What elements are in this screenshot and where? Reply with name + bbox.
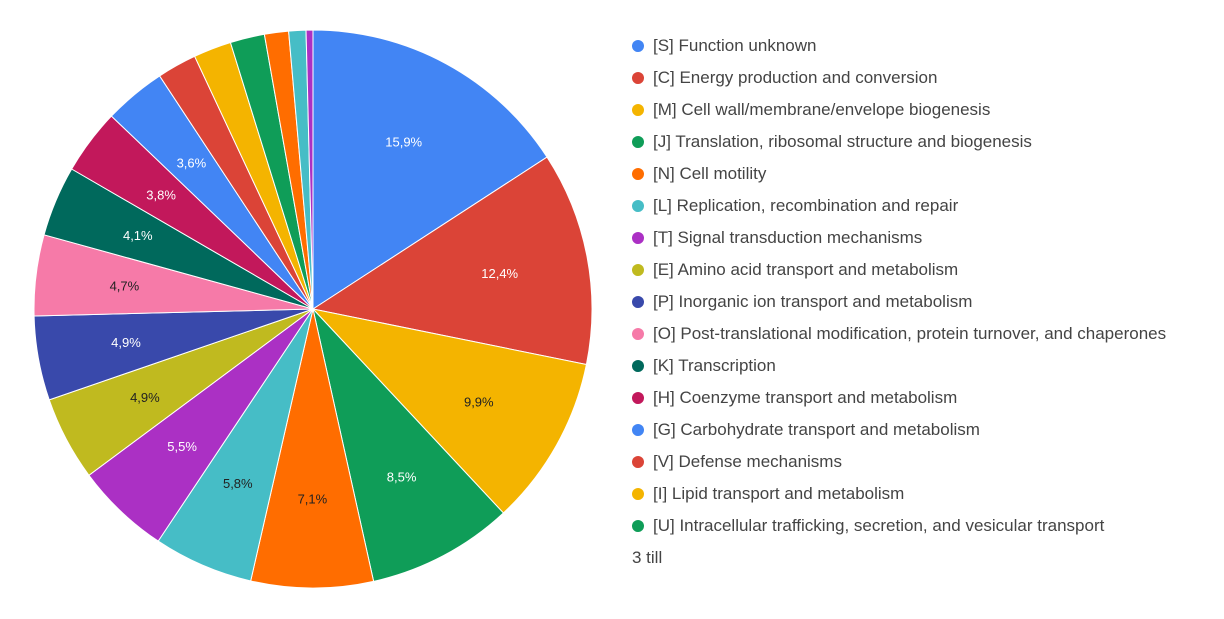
- slice-value-label-3: 8,5%: [387, 470, 417, 485]
- pie-chart-svg: 15,9% 12,4% 9,9% 8,5% 7,1% 5,8% 5,5% 4,9% 4,9% 4,…: [33, 29, 593, 589]
- legend-item-14[interactable]: [I] Lipid transport and metabolism: [632, 478, 1166, 510]
- legend-label: [M] Cell wall/membrane/envelope biogenes…: [653, 100, 991, 119]
- legend-color-dot: [632, 296, 644, 308]
- legend-color-dot: [632, 424, 644, 436]
- legend-color-dot: [632, 264, 644, 276]
- legend-label: [O] Post-translational modification, pro…: [653, 324, 1167, 343]
- legend-color-dot: [632, 328, 644, 340]
- slice-value-label-1: 12,4%: [481, 266, 518, 281]
- legend-color-dot: [632, 392, 644, 404]
- legend-color-dot: [632, 200, 644, 212]
- legend-label: [I] Lipid transport and metabolism: [653, 484, 905, 503]
- legend-label: [V] Defense mechanisms: [653, 452, 842, 471]
- legend-item-12[interactable]: [G] Carbohydrate transport and metabolis…: [632, 414, 1166, 446]
- legend-item-0[interactable]: [S] Function unknown: [632, 30, 1166, 62]
- slice-value-label-9: 4,7%: [110, 278, 140, 293]
- slice-value-label-7: 4,9%: [130, 390, 160, 405]
- legend-item-5[interactable]: [L] Replication, recombination and repai…: [632, 190, 1166, 222]
- legend-color-dot: [632, 104, 644, 116]
- legend-label: [N] Cell motility: [653, 164, 767, 183]
- legend-label: [T] Signal transduction mechanisms: [653, 228, 923, 247]
- pie-slice-0: [312, 29, 548, 310]
- legend-more-link[interactable]: 3 till: [632, 548, 663, 567]
- legend-color-dot: [632, 456, 644, 468]
- slice-value-label-2: 9,9%: [464, 394, 494, 409]
- slice-value-label-8: 4,9%: [111, 335, 141, 350]
- slice-value-label-11: 3,8%: [146, 187, 176, 202]
- legend-item-3[interactable]: [J] Translation, ribosomal structure and…: [632, 126, 1166, 158]
- legend-label: [C] Energy production and conversion: [653, 68, 938, 87]
- slice-value-label-5: 5,8%: [223, 476, 253, 491]
- legend-label: [L] Replication, recombination and repai…: [653, 196, 959, 215]
- legend-item-1[interactable]: [C] Energy production and conversion: [632, 62, 1166, 94]
- pie-slice-3: [312, 307, 505, 582]
- legend-item-7[interactable]: [E] Amino acid transport and metabolism: [632, 254, 1166, 286]
- legend-item-8[interactable]: [P] Inorganic ion transport and metaboli…: [632, 286, 1166, 318]
- legend-item-13[interactable]: [V] Defense mechanisms: [632, 446, 1166, 478]
- legend-color-dot: [632, 168, 644, 180]
- legend-item-11[interactable]: [H] Coenzyme transport and metabolism: [632, 382, 1166, 414]
- legend-item-4[interactable]: [N] Cell motility: [632, 158, 1166, 190]
- legend-item-2[interactable]: [M] Cell wall/membrane/envelope biogenes…: [632, 94, 1166, 126]
- slice-value-label-0: 15,9%: [385, 135, 422, 150]
- legend-label: [U] Intracellular trafficking, secretion…: [653, 516, 1105, 535]
- legend-color-dot: [632, 72, 644, 84]
- legend-color-dot: [632, 232, 644, 244]
- legend-color-dot: [632, 136, 644, 148]
- legend-color-dot: [632, 40, 644, 52]
- legend-color-dot: [632, 360, 644, 372]
- legend-item-6[interactable]: [T] Signal transduction mechanisms: [632, 222, 1166, 254]
- legend-label: [G] Carbohydrate transport and metabolis…: [653, 420, 980, 439]
- slice-value-label-4: 7,1%: [298, 492, 328, 507]
- chart-legend: [S] Function unknown [C] Energy productio…: [632, 30, 1166, 574]
- slice-value-label-12: 3,6%: [177, 156, 207, 171]
- legend-label: [S] Function unknown: [653, 36, 817, 55]
- legend-item-15[interactable]: [U] Intracellular trafficking, secretion…: [632, 510, 1166, 542]
- legend-label: [H] Coenzyme transport and metabolism: [653, 388, 958, 407]
- legend-label: [P] Inorganic ion transport and metaboli…: [653, 292, 973, 311]
- legend-label: [E] Amino acid transport and metabolism: [653, 260, 959, 279]
- legend-item-9[interactable]: [O] Post-translational modification, pro…: [632, 318, 1166, 350]
- legend-color-dot: [632, 488, 644, 500]
- pie-slice-18: [305, 29, 314, 310]
- legend-item-10[interactable]: [K] Transcription: [632, 350, 1166, 382]
- pie-slice-1: [311, 156, 593, 366]
- pie-slice-4: [250, 308, 375, 589]
- legend-label: [K] Transcription: [653, 356, 776, 375]
- pie-slice-2: [311, 308, 588, 514]
- legend-color-dot: [632, 520, 644, 532]
- slice-value-label-6: 5,5%: [167, 439, 197, 454]
- legend-label: [J] Translation, ribosomal structure and…: [653, 132, 1032, 151]
- slice-value-label-10: 4,1%: [123, 228, 153, 243]
